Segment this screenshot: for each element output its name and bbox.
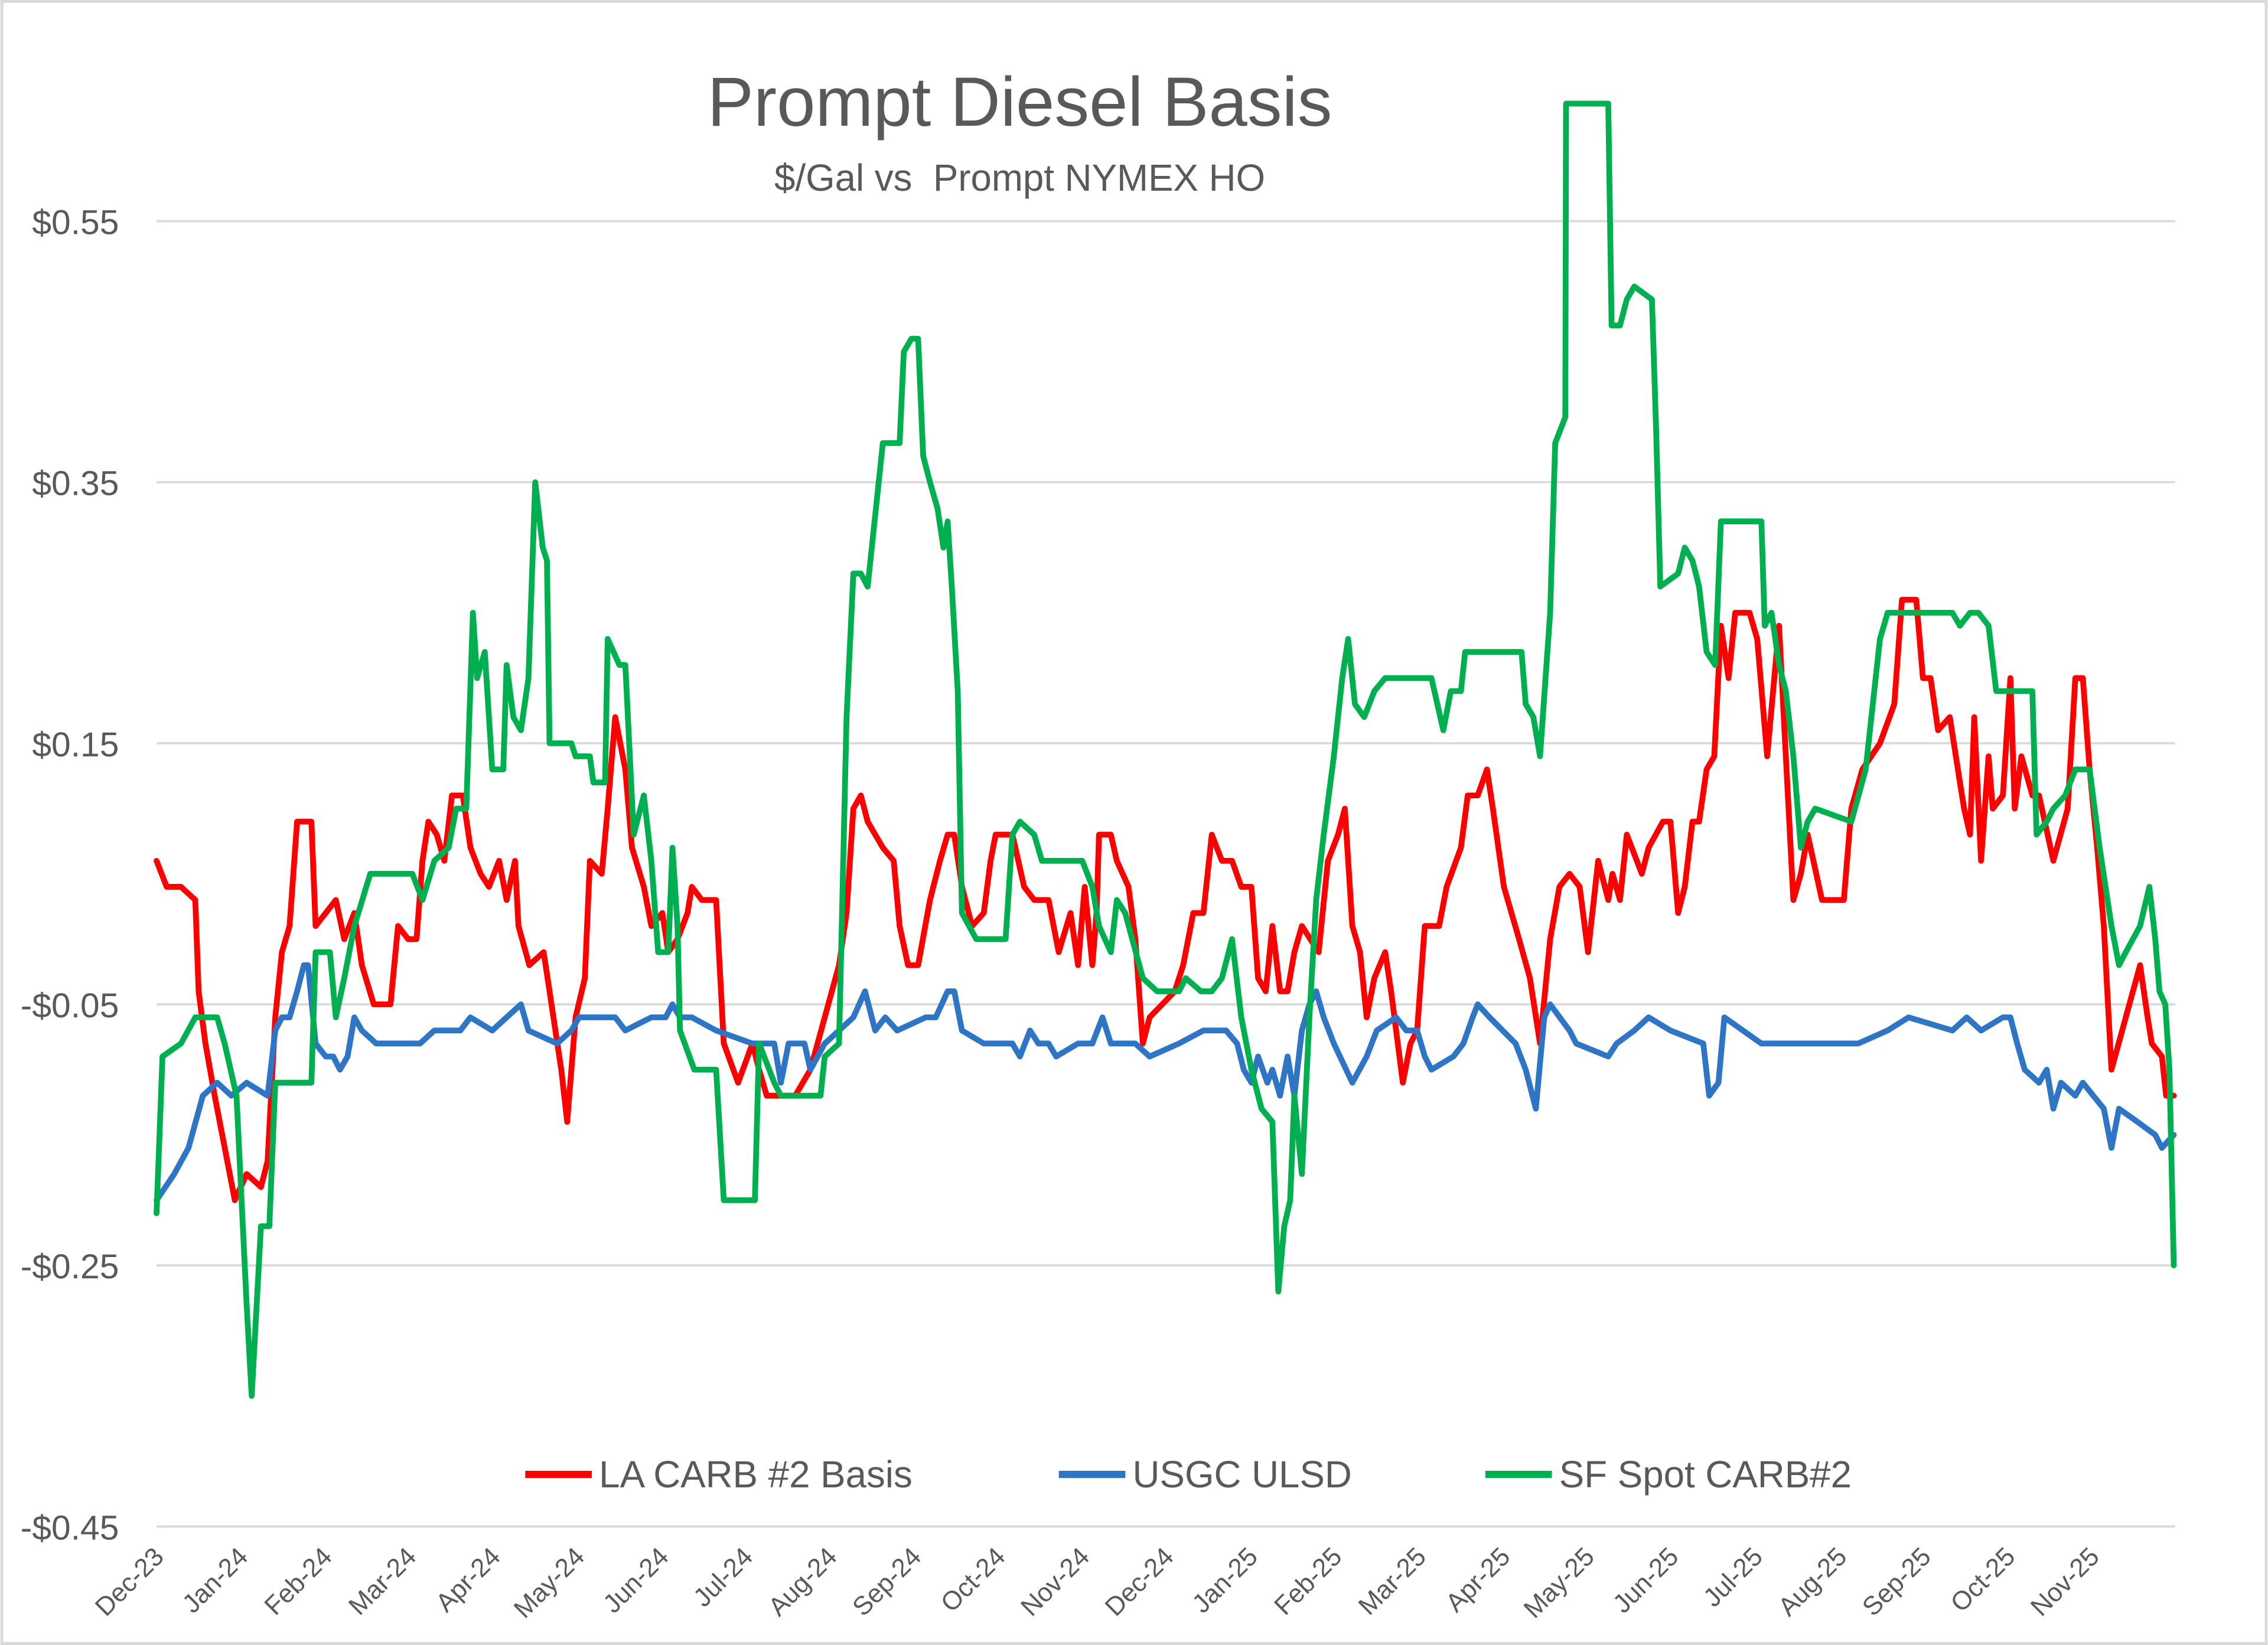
y-tick-label: -$0.25 <box>21 1248 119 1286</box>
legend-item: SF Spot CARB#2 <box>1485 1454 1852 1496</box>
y-tick-label: -$0.05 <box>21 987 119 1025</box>
y-tick-label: -$0.45 <box>21 1509 119 1547</box>
legend-label: SF Spot CARB#2 <box>1559 1454 1852 1496</box>
legend-item: USGC ULSD <box>1058 1454 1352 1496</box>
y-axis-labels: $0.55 $0.35 $0.15 -$0.05 -$0.25 -$0.45 <box>21 204 119 1548</box>
series-lines <box>154 100 2177 1399</box>
y-tick-label: $0.15 <box>32 726 119 764</box>
legend-label: LA CARB #2 Basis <box>599 1454 913 1496</box>
legend-item: LA CARB #2 Basis <box>525 1454 913 1496</box>
series-line-2 <box>154 100 2177 1399</box>
y-tick-label: $0.55 <box>32 204 119 242</box>
legend: LA CARB #2 Basis USGC ULSD SF Spot CARB#2 <box>525 1454 1852 1496</box>
legend-label: USGC ULSD <box>1133 1454 1352 1496</box>
chart-title: Prompt Diesel Basis <box>708 63 1332 141</box>
series-line-1 <box>154 962 2177 1203</box>
chart-subtitle: $/Gal vs Prompt NYMEX HO <box>774 157 1265 199</box>
series-line-0 <box>154 596 2177 1203</box>
y-tick-label: $0.35 <box>32 465 119 503</box>
